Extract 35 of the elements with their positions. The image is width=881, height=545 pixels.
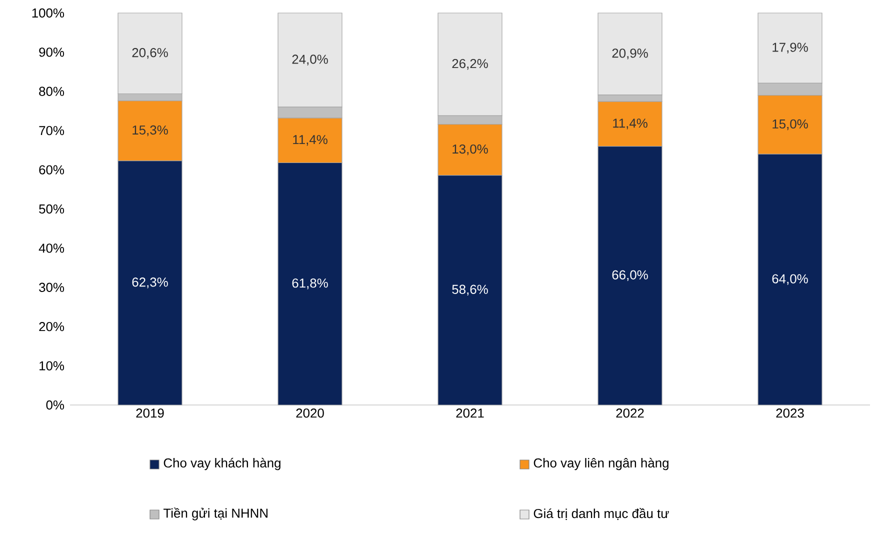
data-label: 64,0% [772,274,808,285]
x-tick-label: 2023 [776,408,804,418]
data-label: 13,0% [452,144,488,156]
legend-label: Cho vay khách hàng [164,458,280,470]
data-label: 58,6% [452,284,488,296]
data-label: 15,0% [772,119,808,130]
data-label: 24,0% [292,54,328,66]
legend-label: Giá trị danh mục đầu tư [534,508,669,520]
data-label: 20,6% [132,48,168,59]
y-tick-label: 20% [39,322,64,332]
data-label: 20,9% [612,48,648,60]
legend-label: Tiền gửi tại NHNN [164,508,268,520]
x-tick-label: 2021 [456,408,484,418]
x-tick-label: 2019 [136,408,164,418]
data-label: 17,9% [772,42,808,54]
data-label: 11,4% [613,118,648,130]
data-label: 66,0% [612,270,648,281]
y-tick-label: 100% [32,8,64,18]
data-label: 15,3% [132,125,168,136]
y-tick-label: 40% [38,244,64,253]
y-tick-label: 80% [39,86,64,96]
y-tick-label: 50% [39,204,64,214]
y-tick-label: 0% [46,400,64,410]
data-label: 61,8% [292,278,328,290]
y-tick-label: 60% [39,165,64,174]
data-label: 62,3% [132,278,168,288]
y-tick-label: 70% [39,126,64,136]
x-tick-label: 2022 [616,408,644,418]
data-label: 11,4% [293,135,328,146]
y-tick-label: 10% [40,361,64,370]
x-tick-label: 2020 [296,408,324,418]
data-label: 26,2% [452,58,488,70]
legend-label: Cho vay liên ngân hàng [534,458,668,470]
y-tick-label: 30% [39,282,64,292]
y-tick-label: 90% [39,48,64,57]
